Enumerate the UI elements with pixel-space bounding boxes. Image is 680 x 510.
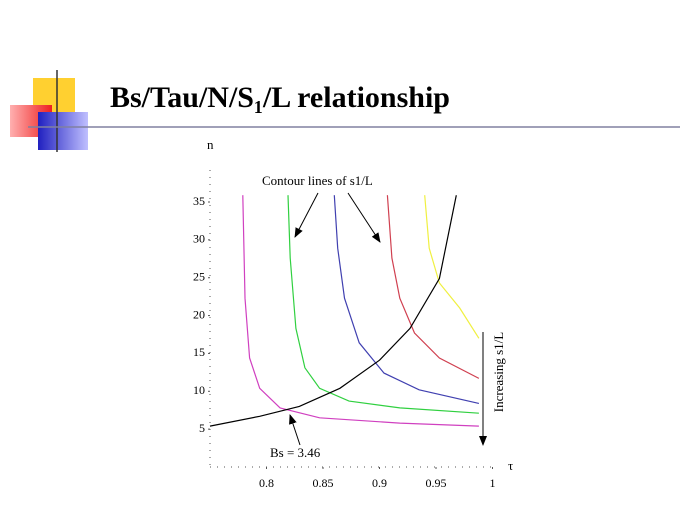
contour-line	[287, 195, 479, 414]
axes	[209, 170, 492, 468]
y-tick-label: 30	[193, 232, 205, 246]
x-tick-label: 1	[490, 476, 496, 490]
x-tick-label: 0.85	[313, 476, 334, 490]
x-axis-label: τ	[508, 458, 513, 473]
x-tick-label: 0.95	[426, 476, 447, 490]
contour-line	[209, 195, 457, 427]
y-tick-label: 25	[193, 269, 205, 283]
x-tick-label: 0.9	[372, 476, 387, 490]
annotation: Increasing s1/L	[491, 332, 506, 413]
y-axis-label: n	[207, 137, 214, 152]
annotation: Bs = 3.46	[270, 445, 321, 460]
y-tick-label: 5	[199, 421, 205, 435]
slide-decoration	[10, 70, 680, 152]
y-tick-label: 10	[193, 383, 205, 397]
slide-title: Bs/Tau/N/S₁/L relationship	[110, 81, 450, 114]
y-tick-label: 35	[193, 194, 205, 208]
contour-line	[424, 195, 480, 339]
annotation: Contour lines of s1/L	[262, 173, 373, 188]
contour-line	[333, 195, 480, 404]
x-tick-label: 0.8	[259, 476, 274, 490]
annotation-arrows	[289, 192, 487, 446]
contour-line	[242, 195, 479, 427]
y-tick-label: 20	[193, 307, 205, 321]
contour-line	[386, 195, 480, 379]
y-tick-label: 15	[193, 345, 205, 359]
